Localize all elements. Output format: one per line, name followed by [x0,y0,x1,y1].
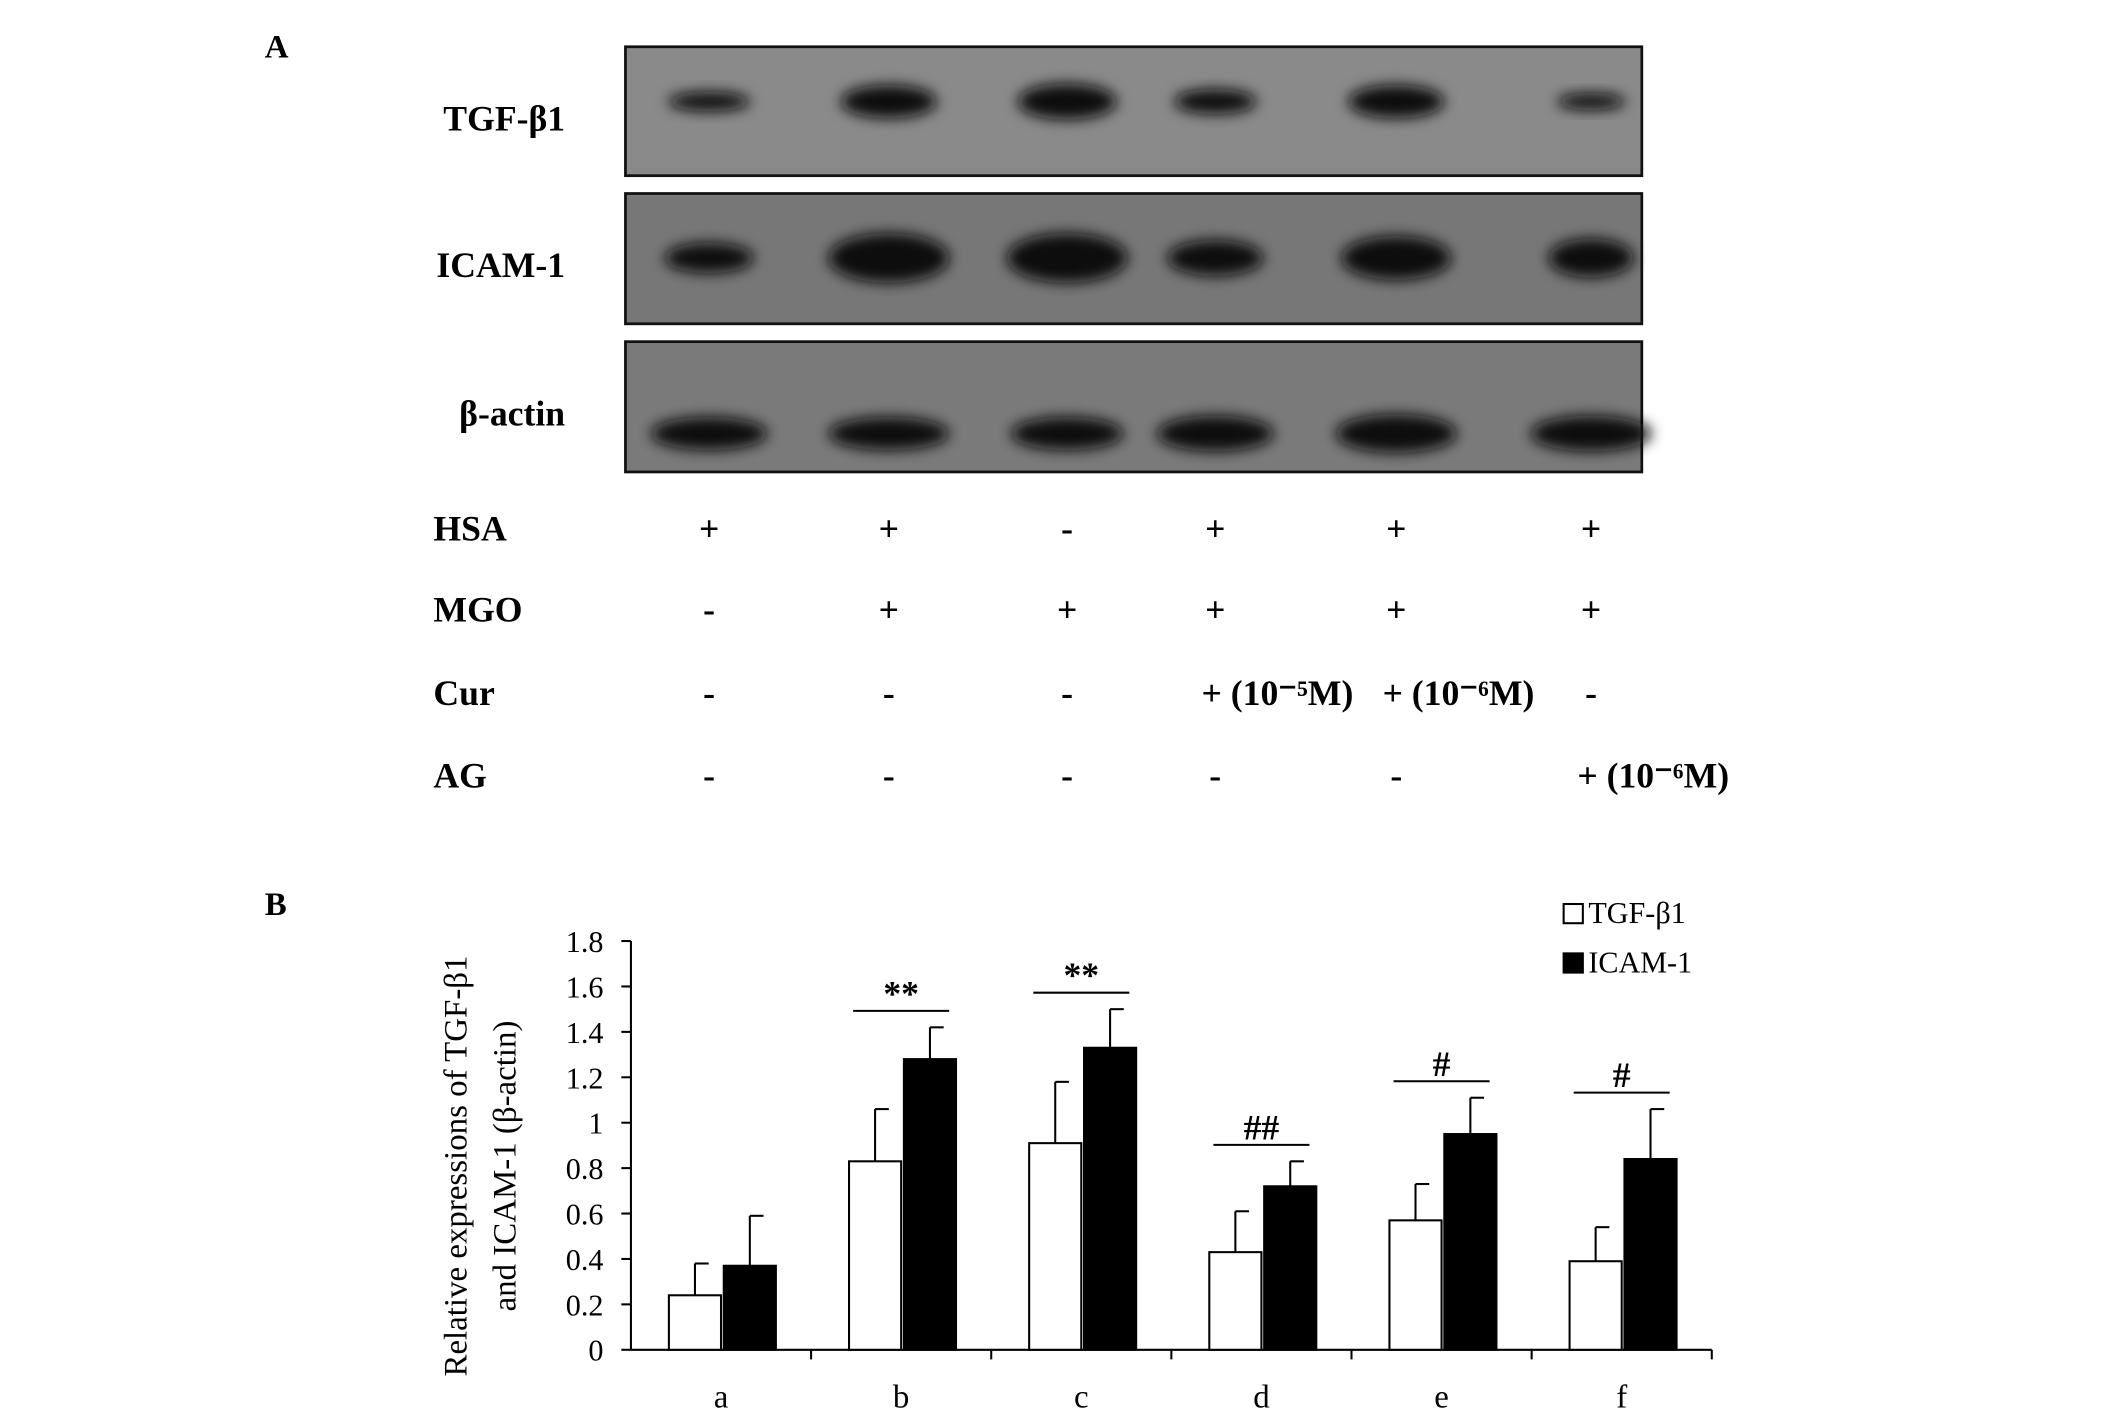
blot-band [667,92,751,112]
blot-band [1010,417,1124,451]
blot-band [828,417,950,451]
treatment-name: AG [433,755,486,795]
treatment-cell: + [1205,589,1225,629]
bar [1623,1158,1678,1351]
treatment-cell: + [879,589,899,629]
treatment-cell: + [1581,509,1601,549]
y-tick-label: 1.4 [566,1016,604,1050]
blot-band [1174,89,1257,114]
treatment-cell: + [1581,589,1601,629]
blot-band [1167,240,1264,276]
x-tick-label: b [893,1379,909,1413]
legend-swatch [1562,902,1584,925]
panel-label: A [265,30,289,66]
x-tick-label: e [1434,1379,1449,1413]
treatment-cell: + [1205,509,1225,549]
treatment-cell: - [1390,755,1402,795]
blot-band [1556,93,1626,110]
treatment-cell: - [1585,673,1597,713]
significance-mark: ## [1244,1107,1280,1147]
x-tick-label: a [714,1379,729,1413]
blot-label: ICAM-1 [436,245,565,285]
treatment-cell: - [703,673,715,713]
y-axis-label: Relative expressions of TGF-β1 [438,955,474,1376]
significance-mark: ** [1063,955,1099,995]
bar [902,1058,958,1351]
y-tick-label: 1 [588,1107,603,1141]
x-tick-label: c [1074,1379,1089,1413]
western-blot [624,45,1644,474]
blot-band [1348,85,1445,119]
blot-band [1006,233,1128,283]
significance-mark: # [1613,1055,1631,1095]
significance-mark: # [1433,1044,1451,1084]
y-tick-label: 0.4 [566,1243,604,1277]
y-tick-label: 0.6 [566,1198,604,1232]
x-tick-label: f [1616,1379,1627,1413]
treatment-cell: - [1061,509,1073,549]
blot-band [1341,236,1452,280]
y-tick-label: 0.8 [566,1152,604,1186]
treatment-cell: + [1386,589,1406,629]
blot-label: TGF-β1 [443,98,565,138]
treatment-name: MGO [433,589,522,629]
significance-mark: ** [883,973,919,1013]
treatment-cell: - [1209,755,1221,795]
bar [1568,1260,1623,1351]
blot-band [1548,238,1634,278]
legend-swatch [1562,952,1584,974]
treatment-cell: + [1386,509,1406,549]
panel-label: B [265,887,287,923]
treatment-cell: - [1061,673,1073,713]
blot-band [1530,415,1652,452]
treatment-cell: - [1061,755,1073,795]
bar [1263,1185,1318,1351]
blot-strip [624,45,1644,178]
blot-strip [624,340,1644,474]
treatment-cell: + (10⁻⁶M) [1383,673,1535,713]
blot-band [664,242,754,274]
y-tick-label: 1.8 [566,925,604,959]
treatment-cell: - [883,673,895,713]
legend-label: ICAM-1 [1588,946,1692,980]
treatment-cell: + [1057,589,1077,629]
bar [1083,1046,1138,1351]
y-tick-label: 0 [588,1334,603,1368]
blot-label: β-actin [459,393,565,433]
x-tick-label: d [1253,1379,1270,1413]
y-tick-label: 1.6 [566,970,604,1004]
treatment-cell: + [879,509,899,549]
y-tick-label: 1.2 [566,1061,604,1095]
bar [847,1160,903,1351]
bar [1388,1219,1443,1351]
bar [667,1294,723,1351]
blot-band [1156,415,1274,452]
bar [722,1264,777,1351]
treatment-cell: + (10⁻⁵M) [1202,673,1354,713]
treatment-cell: + [699,509,719,549]
blot-band [650,417,768,451]
treatment-cell: - [703,589,715,629]
treatment-cell: - [703,755,715,795]
blot-band [840,85,937,119]
blot-band [1335,414,1457,453]
y-axis-label: and ICAM-1 (β-actin) [488,1021,524,1312]
treatment-cell: + (10⁻⁶M) [1577,755,1729,795]
blot-band [1017,83,1117,120]
legend-label: TGF-β1 [1588,896,1685,930]
bar [1208,1251,1263,1351]
bar [1028,1142,1083,1351]
treatment-cell: - [883,755,895,795]
bar [1443,1133,1498,1351]
y-tick-label: 0.2 [566,1288,604,1322]
blot-band [828,233,950,283]
blot-strip [624,192,1644,326]
treatment-name: Cur [433,673,495,713]
treatment-name: HSA [433,509,507,549]
